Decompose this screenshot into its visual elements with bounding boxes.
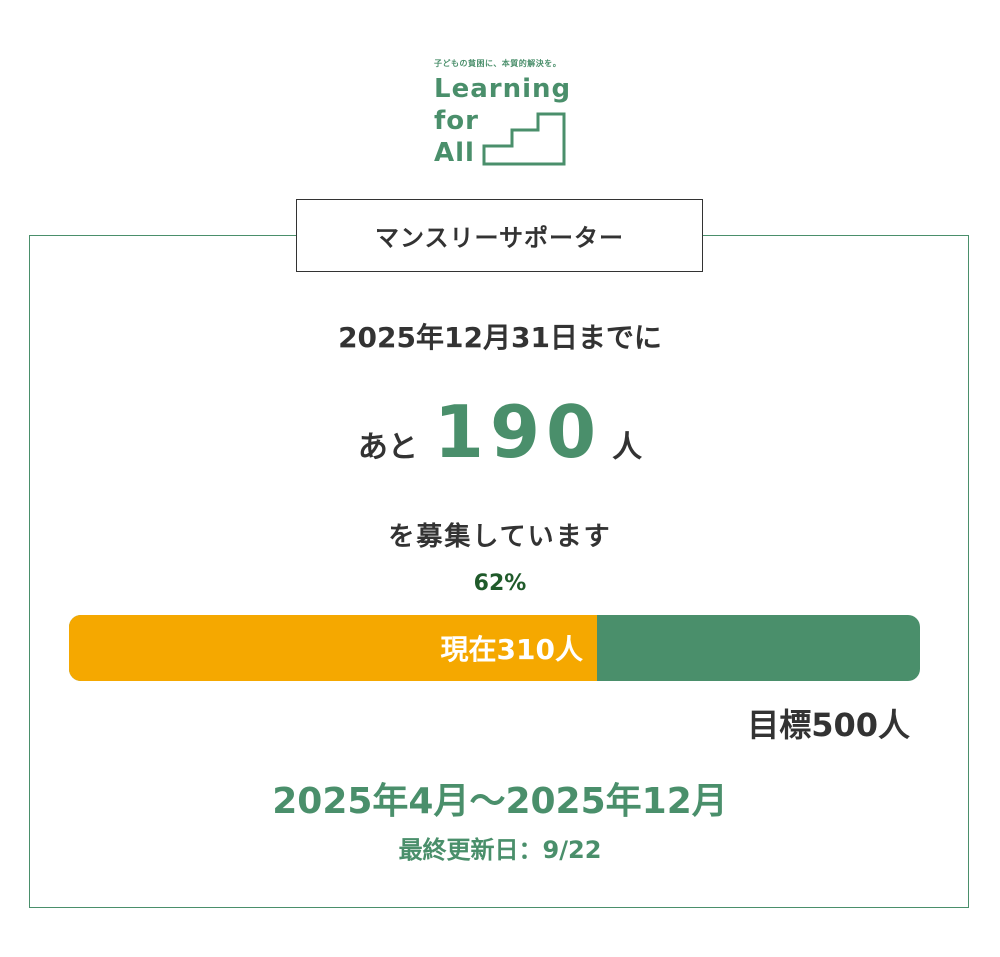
- goal-count: 目標500人: [747, 706, 910, 744]
- remaining-count: あと 190 人: [0, 390, 1000, 474]
- logo-word-learning: Learning: [434, 74, 572, 104]
- campaign-period: 2025年4月～2025年12月: [272, 781, 728, 822]
- progress-percent: 62%: [473, 571, 527, 596]
- remaining-number: 190: [433, 390, 603, 474]
- deadline-text: 2025年12月31日までに: [338, 321, 662, 354]
- logo-tagline: 子どもの貧困に、本質的解決を。: [434, 59, 562, 68]
- logo-word-all: All: [434, 138, 475, 168]
- stairs-icon: [482, 112, 566, 166]
- progress-bar-fill: [69, 615, 597, 681]
- last-updated: 最終更新日：9/22: [398, 836, 602, 864]
- learning-for-all-logo: 子どもの貧困に、本質的解決を。 Learning for All: [434, 58, 574, 170]
- remaining-suffix: 人: [612, 430, 643, 465]
- progress-bar: [69, 615, 920, 681]
- panel-label: マンスリーサポーター: [296, 199, 703, 272]
- remaining-prefix: あと: [357, 430, 418, 465]
- recruit-text: を募集しています: [388, 522, 612, 552]
- logo-word-for: for: [434, 106, 479, 136]
- current-count: 現在310人: [440, 633, 583, 666]
